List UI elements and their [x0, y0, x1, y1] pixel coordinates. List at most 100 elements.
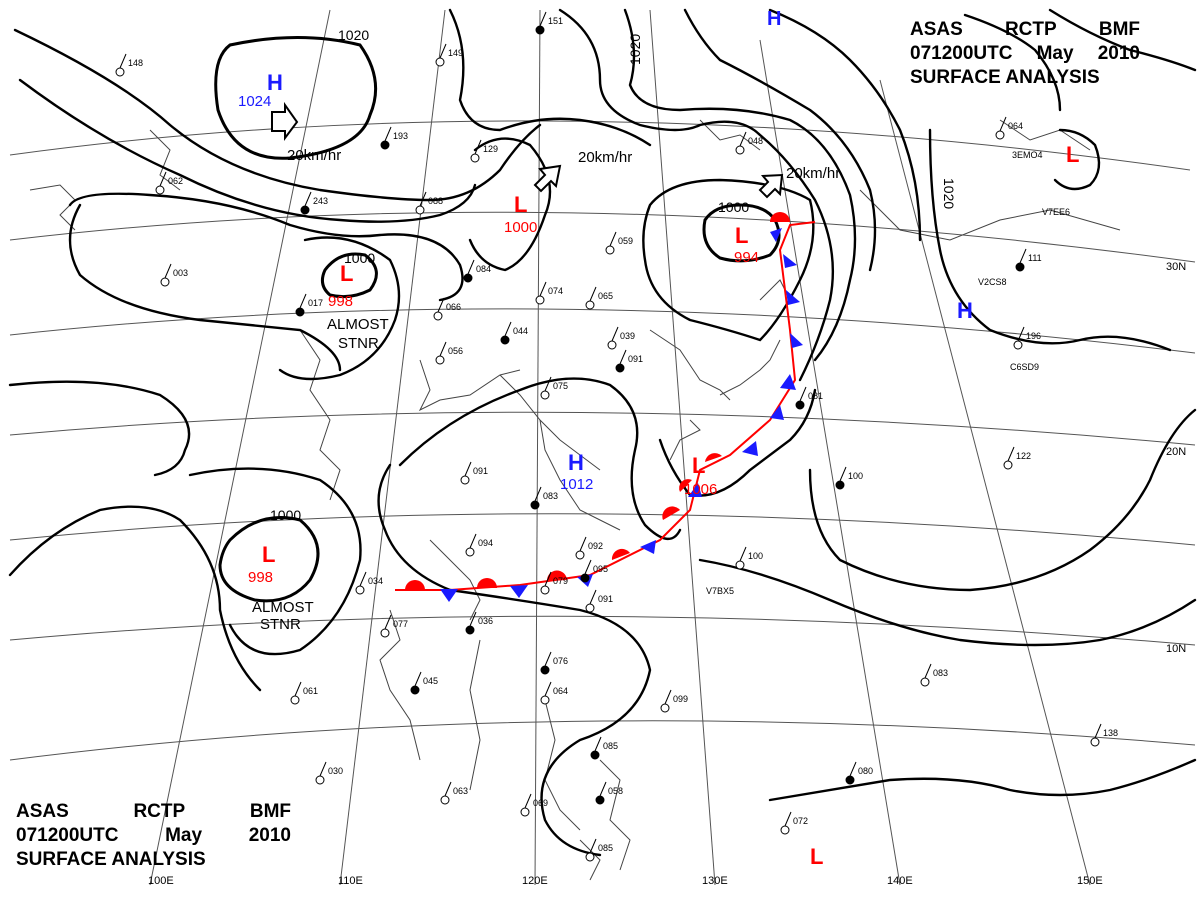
- station-circle: [835, 480, 845, 490]
- stnr-note-line1: ALMOST: [327, 316, 389, 333]
- station-circle: [295, 307, 305, 317]
- wind-barb: [589, 589, 597, 605]
- wind-barb: [611, 326, 619, 342]
- wind-barb: [544, 651, 552, 667]
- station-pressure: 030: [328, 766, 343, 776]
- station-pressure: 122: [1016, 451, 1031, 461]
- wind-barb: [1007, 446, 1015, 462]
- station-circle: [1013, 340, 1023, 350]
- station-circle: [607, 340, 617, 350]
- station-circle: [535, 295, 545, 305]
- motion-arrows: [271, 101, 784, 199]
- low-value-994: 994: [734, 249, 759, 266]
- header-agency: ASAS: [16, 801, 69, 822]
- low-center-994: L: [735, 223, 748, 248]
- station-pressure: 062: [168, 176, 183, 186]
- station-pressure: 076: [553, 656, 568, 666]
- wind-barb: [469, 533, 477, 549]
- station-pressure: 080: [858, 766, 873, 776]
- station-circle: [660, 703, 670, 713]
- station-circle: [540, 390, 550, 400]
- station-pressure: 091: [628, 354, 643, 364]
- longitude-label: 120E: [522, 875, 548, 887]
- station-circle: [735, 145, 745, 155]
- station-pressure: 138: [1103, 728, 1118, 738]
- station-pressure: 058: [608, 786, 623, 796]
- station-pressure: 059: [618, 236, 633, 246]
- wind-barb: [474, 139, 482, 155]
- longitude-label: 150E: [1077, 875, 1103, 887]
- isobar-1000-low-east: [702, 203, 781, 263]
- header-title: SURFACE ANALYSIS: [910, 67, 1100, 88]
- station-circle: [540, 585, 550, 595]
- station-circle: [290, 695, 300, 705]
- station-pressure: 069: [533, 798, 548, 808]
- station-circle: [540, 695, 550, 705]
- header-time: 071200UTC: [910, 43, 1013, 64]
- wind-barb: [467, 259, 475, 275]
- station-pressure: 079: [553, 576, 568, 586]
- station-circle: [380, 628, 390, 638]
- station-circle: [1015, 262, 1025, 272]
- station-pressure: 151: [548, 16, 563, 26]
- stnr-note-line2: STNR: [338, 335, 379, 352]
- station-pressure: 044: [513, 326, 528, 336]
- station-circle: [575, 550, 585, 560]
- station-circle: [440, 795, 450, 805]
- header-month: May: [165, 825, 203, 846]
- wind-barb: [619, 349, 627, 365]
- wind-barb: [1094, 723, 1102, 739]
- station-pressure: 065: [598, 291, 613, 301]
- wind-barb: [444, 781, 452, 797]
- wind-barb: [924, 663, 932, 679]
- station-pressure: 100: [748, 551, 763, 561]
- wind-barb: [599, 781, 607, 797]
- station-circle: [463, 273, 473, 283]
- station-circle: [460, 475, 470, 485]
- header-top-right: ASAS RCTP BMF 071200UTC May 2010 SURFACE…: [910, 18, 1140, 90]
- wind-barb: [539, 281, 547, 297]
- high-center-east: H: [957, 298, 973, 323]
- isobar-label: 1000: [270, 507, 301, 523]
- station-pressure: 003: [173, 268, 188, 278]
- wind-barb: [1019, 248, 1027, 264]
- isobar-label: 1000: [718, 199, 749, 215]
- wind-barb: [664, 689, 672, 705]
- wind-barb: [439, 43, 447, 59]
- wind-barb: [524, 793, 532, 809]
- station-pressure: 048: [748, 136, 763, 146]
- station-circle: [300, 205, 310, 215]
- station-pressure: 085: [603, 741, 618, 751]
- wind-barb: [589, 838, 597, 854]
- station-pressure: 092: [588, 541, 603, 551]
- low-center-south: L: [810, 844, 823, 869]
- station-circle: [160, 277, 170, 287]
- header-bottom-left: ASAS RCTP BMF 071200UTC May 2010 SURFACE…: [16, 800, 291, 872]
- station-pressure: 074: [548, 286, 563, 296]
- station-circle: [1003, 460, 1013, 470]
- station-pressure: 056: [448, 346, 463, 356]
- wind-barb: [849, 761, 857, 777]
- longitude-label: 130E: [702, 875, 728, 887]
- wind-barb: [384, 126, 392, 142]
- header-code: BMF: [249, 801, 291, 822]
- station-circle: [585, 852, 595, 862]
- wind-barb: [159, 171, 167, 187]
- high-center-1012: H: [568, 450, 584, 475]
- wind-barb: [839, 466, 847, 482]
- warm-front-marks: [405, 212, 790, 590]
- station-pressure: 045: [423, 676, 438, 686]
- wind-barb: [464, 461, 472, 477]
- station-pressure: 196: [1026, 331, 1041, 341]
- wind-barb: [299, 293, 307, 309]
- latitude-label: 10N: [1166, 643, 1186, 655]
- wind-barb: [739, 131, 747, 147]
- wind-barb: [1017, 326, 1025, 342]
- station-pressure: 083: [933, 668, 948, 678]
- wind-barb: [294, 681, 302, 697]
- station-pressure: 085: [598, 843, 613, 853]
- wind-barb: [584, 559, 592, 575]
- station-plots: 151 148 149 193 129 088 243 062 003 017 066 056 084 0…: [115, 11, 1118, 862]
- station-pressure: 077: [393, 619, 408, 629]
- high-center-north: H: [767, 8, 781, 30]
